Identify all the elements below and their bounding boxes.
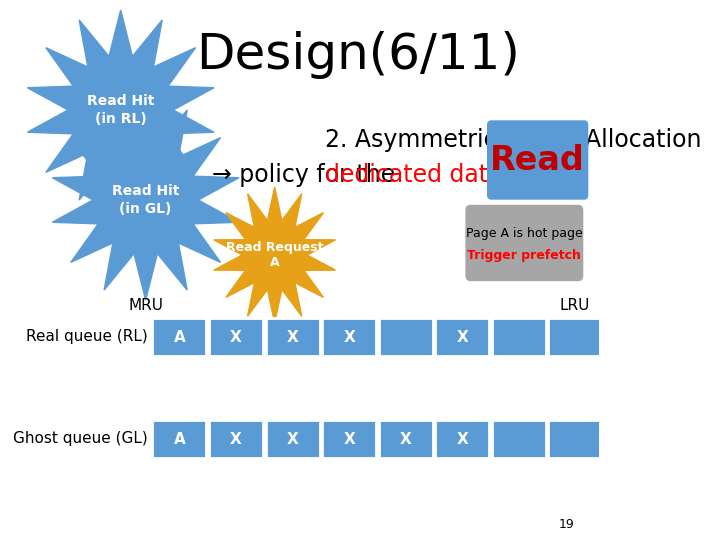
Text: Read Hit
(in RL): Read Hit (in RL) bbox=[87, 94, 154, 126]
Polygon shape bbox=[53, 100, 239, 300]
FancyBboxPatch shape bbox=[549, 318, 603, 356]
Text: Real queue (RL): Real queue (RL) bbox=[27, 329, 148, 345]
Text: X: X bbox=[230, 329, 242, 345]
FancyBboxPatch shape bbox=[466, 206, 582, 280]
FancyBboxPatch shape bbox=[487, 121, 588, 199]
Text: Page A is hot page: Page A is hot page bbox=[466, 226, 582, 240]
FancyBboxPatch shape bbox=[322, 420, 376, 458]
FancyBboxPatch shape bbox=[209, 420, 263, 458]
Text: A: A bbox=[174, 431, 185, 447]
Text: X: X bbox=[287, 329, 298, 345]
FancyBboxPatch shape bbox=[322, 318, 376, 356]
Text: LRU: LRU bbox=[559, 298, 590, 313]
Text: Read: Read bbox=[490, 144, 585, 177]
Text: A: A bbox=[174, 329, 185, 345]
FancyBboxPatch shape bbox=[266, 420, 320, 458]
Text: X: X bbox=[343, 431, 355, 447]
FancyBboxPatch shape bbox=[492, 420, 546, 458]
Text: X: X bbox=[287, 431, 298, 447]
Text: X: X bbox=[400, 431, 412, 447]
FancyBboxPatch shape bbox=[549, 420, 603, 458]
Text: Ghost queue (GL): Ghost queue (GL) bbox=[14, 431, 148, 447]
FancyBboxPatch shape bbox=[209, 318, 263, 356]
FancyBboxPatch shape bbox=[436, 318, 490, 356]
Text: MRU: MRU bbox=[128, 298, 163, 313]
Text: Trigger prefetch: Trigger prefetch bbox=[467, 248, 581, 261]
Text: → policy for the: → policy for the bbox=[212, 163, 403, 187]
Polygon shape bbox=[214, 187, 336, 323]
Text: X: X bbox=[456, 431, 468, 447]
FancyBboxPatch shape bbox=[379, 420, 433, 458]
FancyBboxPatch shape bbox=[492, 318, 546, 356]
Text: Read Hit
(in GL): Read Hit (in GL) bbox=[112, 184, 179, 215]
FancyBboxPatch shape bbox=[379, 318, 433, 356]
Text: X: X bbox=[456, 329, 468, 345]
Text: X: X bbox=[230, 431, 242, 447]
FancyBboxPatch shape bbox=[436, 420, 490, 458]
FancyBboxPatch shape bbox=[153, 420, 207, 458]
Text: X: X bbox=[343, 329, 355, 345]
Text: 19: 19 bbox=[559, 518, 575, 531]
Polygon shape bbox=[27, 10, 214, 210]
Text: Design(6/11): Design(6/11) bbox=[196, 31, 520, 79]
Text: 2. Asymmetric Cache Allocation: 2. Asymmetric Cache Allocation bbox=[325, 128, 701, 152]
Text: dedicated data cache: dedicated data cache bbox=[325, 163, 580, 187]
FancyBboxPatch shape bbox=[266, 318, 320, 356]
FancyBboxPatch shape bbox=[153, 318, 207, 356]
Text: Read Request
A: Read Request A bbox=[226, 240, 323, 269]
